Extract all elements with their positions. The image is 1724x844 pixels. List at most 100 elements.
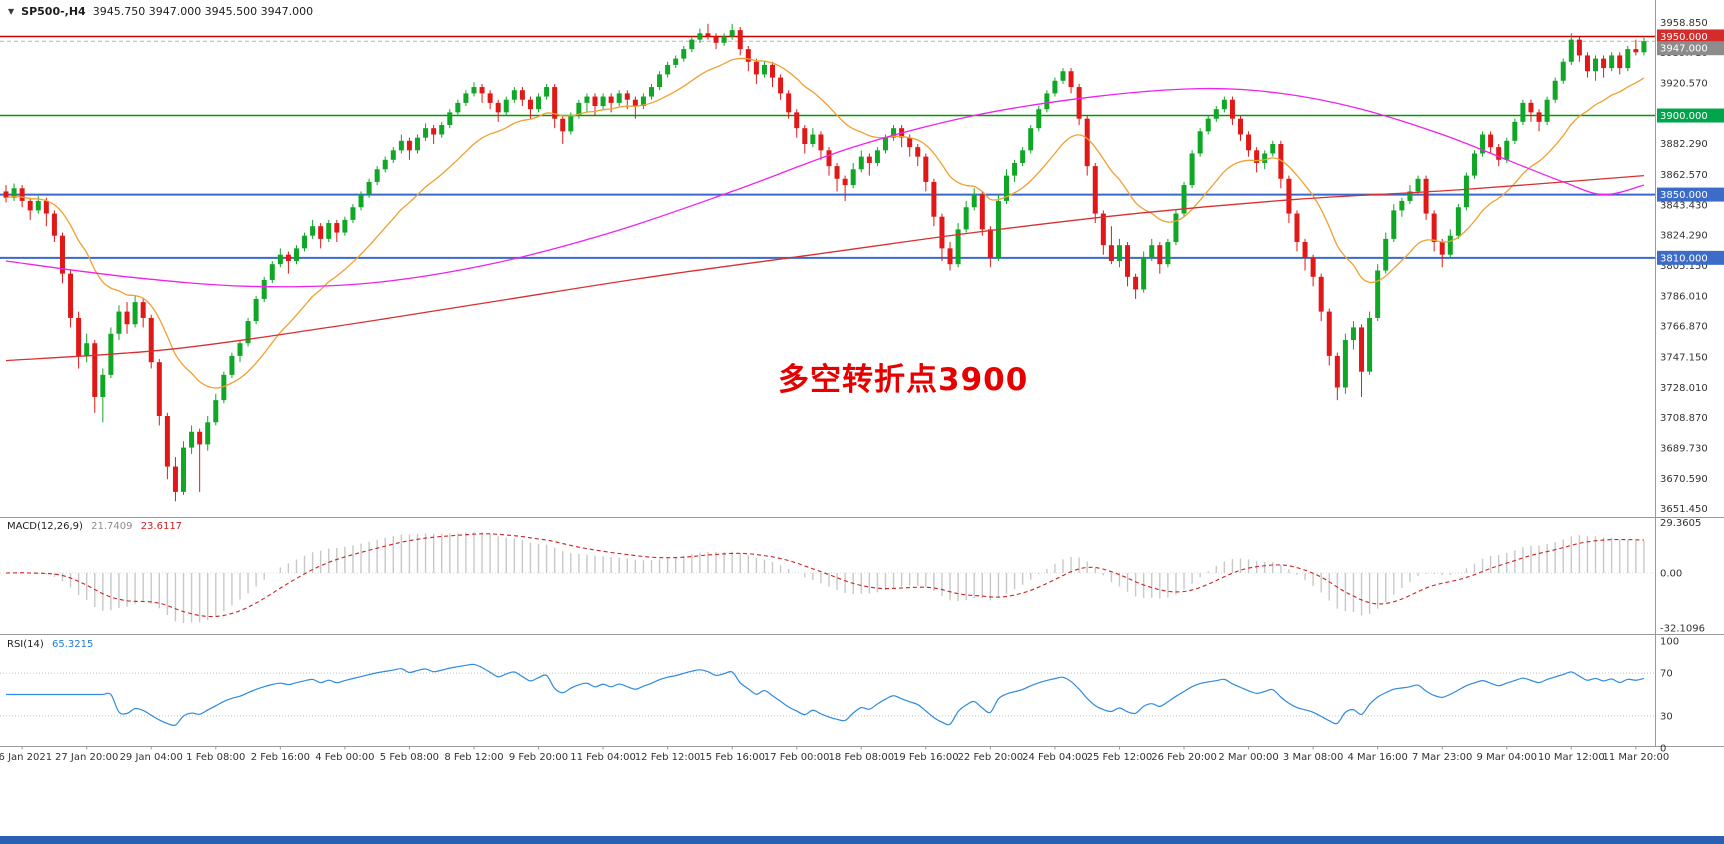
candle-body: [439, 125, 445, 135]
candle-body: [132, 302, 138, 325]
candle-body: [729, 30, 735, 37]
candle-body: [778, 77, 784, 94]
candle-body: [124, 311, 130, 325]
rsi-name: RSI(14): [7, 639, 44, 650]
candle-body: [1044, 93, 1050, 110]
candle-body: [415, 137, 420, 151]
candle-body: [971, 194, 977, 208]
candle-body: [842, 178, 848, 186]
time-axis-label: 22 Feb 20:00: [958, 752, 1024, 763]
time-axis-label: 8 Feb 12:00: [444, 752, 503, 763]
candle-body: [1375, 270, 1381, 318]
time-axis-label: 11 Mar 20:00: [1602, 752, 1669, 763]
time-axis-label: 4 Feb 00:00: [315, 752, 374, 763]
candle-body: [406, 140, 412, 151]
candle-body: [616, 93, 622, 103]
candle-body: [1609, 55, 1615, 69]
candle-body: [1512, 121, 1518, 141]
time-axis-label: 7 Mar 23:00: [1412, 752, 1472, 763]
candle-body: [1504, 140, 1510, 160]
candle-body: [1294, 213, 1300, 243]
price-axis-label: 3689.730: [1660, 444, 1708, 455]
candle-body: [681, 49, 687, 59]
time-axis-label: 1 Feb 08:00: [186, 752, 245, 763]
candle-body: [495, 102, 501, 113]
candle-body: [1012, 162, 1018, 176]
collapse-triangle-icon[interactable]: ▼: [8, 7, 15, 16]
candle-body: [140, 302, 146, 318]
candle-body: [277, 254, 283, 265]
candle-body: [1076, 87, 1082, 119]
price-axis-label: 3862.570: [1660, 170, 1708, 181]
candle-body: [600, 96, 606, 107]
time-axis-label: 29 Jan 04:00: [120, 752, 183, 763]
time-axis-label: 5 Feb 08:00: [380, 752, 439, 763]
time-axis-label: 26 Jan 2021: [0, 752, 52, 763]
macd-main-value: 21.7409: [91, 521, 133, 532]
candle-body: [1173, 213, 1179, 243]
price-axis-label: 3670.590: [1660, 474, 1708, 485]
macd-axis-label: 0.00: [1660, 569, 1682, 580]
candle-body: [1536, 112, 1542, 122]
candle-body: [463, 93, 469, 103]
time-axis-label: 9 Feb 20:00: [509, 752, 568, 763]
candle-body: [1060, 71, 1066, 81]
candle-body: [979, 194, 985, 230]
candle-body: [205, 422, 211, 445]
candle-body: [923, 156, 929, 182]
macd-axis-label: -32.1096: [1660, 624, 1705, 635]
price-badge-value: 3950.000: [1660, 32, 1708, 43]
ma-fast-line: [5, 57, 1645, 389]
candle-body: [689, 39, 695, 50]
candle-body: [1576, 39, 1582, 56]
price-badge: [1657, 108, 1724, 123]
candle-body: [527, 99, 533, 110]
price-badge: [1657, 187, 1724, 202]
price-badge-value: 3810.000: [1660, 253, 1708, 264]
price-axis-label: 3824.290: [1660, 231, 1708, 242]
candle-body: [1431, 213, 1437, 243]
candle-body: [213, 400, 219, 423]
candle-body: [713, 36, 719, 43]
candle-body: [1455, 207, 1461, 236]
candle-body: [1593, 58, 1599, 72]
candle-body: [1625, 49, 1631, 69]
candle-body: [27, 200, 33, 211]
candle-body: [1528, 102, 1534, 113]
candle-body: [1641, 41, 1647, 53]
candle-body: [1302, 242, 1308, 258]
price-badge: [1657, 41, 1724, 56]
candle-body: [237, 343, 243, 356]
candle-body: [1439, 242, 1445, 255]
candle-body: [342, 219, 348, 233]
candle-body: [390, 150, 396, 160]
candle-body: [721, 36, 727, 43]
candle-body: [43, 200, 49, 214]
candle-body: [1020, 150, 1026, 163]
candle-body: [358, 194, 364, 208]
annotation-text[interactable]: 多空转折点3900: [778, 362, 1029, 398]
candle-body: [1092, 166, 1098, 214]
ma-slow-line: [5, 174, 1644, 362]
candle-body: [810, 134, 816, 144]
candle-body: [479, 87, 485, 94]
candle-body: [1520, 102, 1526, 122]
candle-body: [850, 169, 856, 186]
price-axis-label: 3651.450: [1660, 504, 1708, 515]
candle-body: [116, 311, 122, 334]
candle-body: [1415, 178, 1421, 192]
candle-body: [745, 49, 751, 62]
candle-body: [1084, 118, 1090, 167]
candle-body: [19, 188, 25, 201]
candle-body: [1447, 235, 1453, 255]
candle-body: [1213, 109, 1219, 119]
candle-body: [1568, 39, 1574, 62]
candle-body: [560, 118, 566, 132]
candle-body: [705, 33, 711, 37]
candle-body: [866, 156, 872, 163]
candle-body: [657, 74, 663, 88]
price-axis-label: 3728.010: [1660, 383, 1708, 394]
candle-body: [1496, 147, 1502, 160]
candle-body: [302, 235, 308, 249]
